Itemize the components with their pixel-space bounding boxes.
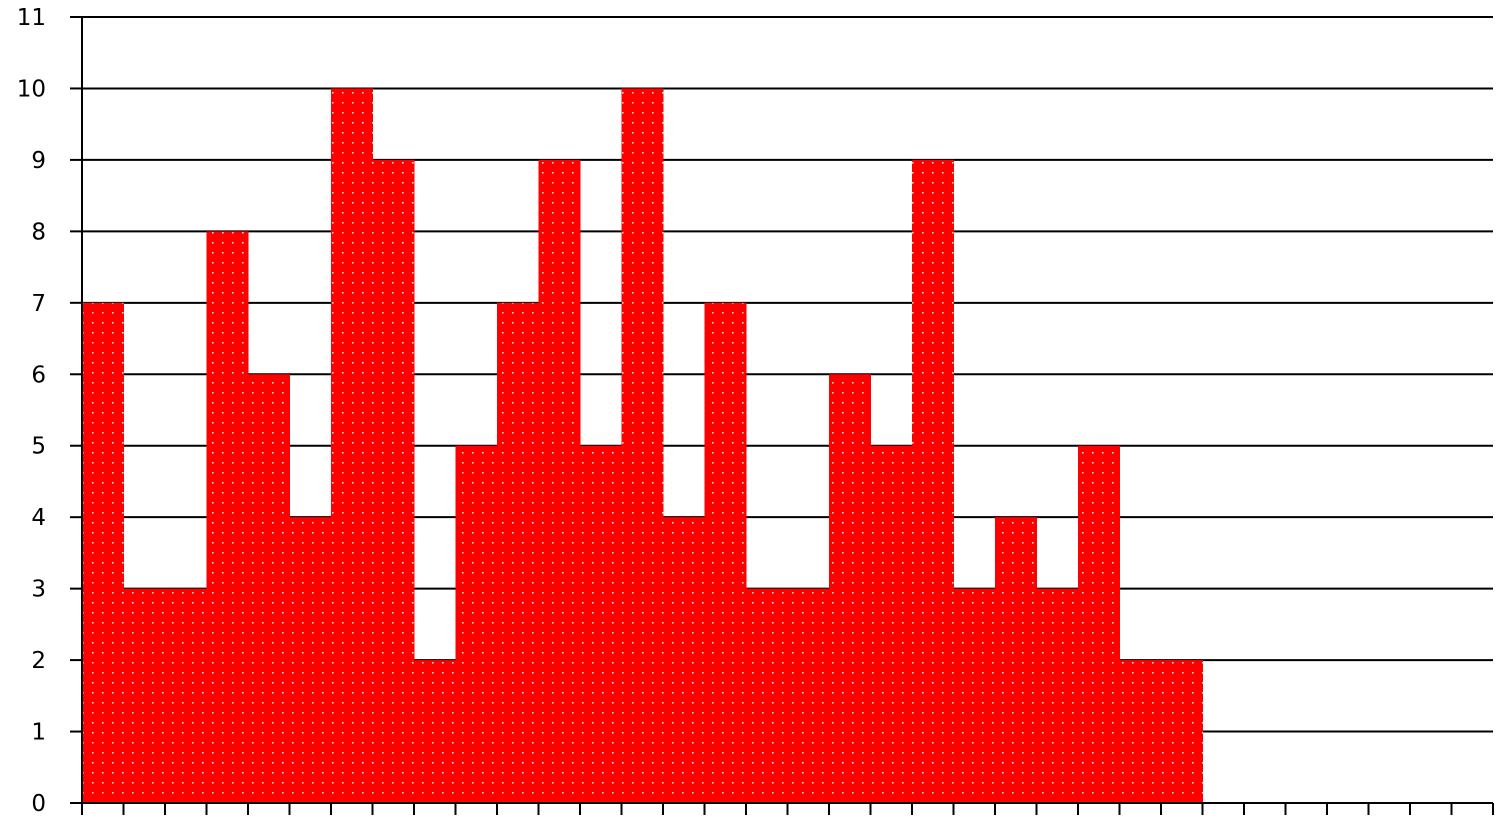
y-tick-label: 1	[31, 720, 46, 746]
bar	[1036, 588, 1079, 803]
y-tick-label: 5	[31, 434, 46, 460]
bar	[870, 445, 913, 803]
y-tick-labels: 0 1 2 3 4 5 6 7 8 9 10 11	[17, 5, 46, 817]
bar	[289, 517, 332, 803]
bar	[538, 159, 581, 804]
bar	[704, 302, 747, 803]
bar	[912, 159, 954, 804]
bar	[580, 445, 622, 803]
y-tick-label: 0	[31, 791, 46, 817]
y-tick-label: 10	[17, 76, 46, 102]
y-tick-label: 9	[31, 148, 46, 174]
y-tick-label: 7	[31, 291, 46, 317]
y-tick-label: 2	[31, 648, 46, 674]
y-tick-label: 3	[31, 577, 46, 603]
bar	[1161, 660, 1203, 803]
bar	[746, 588, 788, 803]
bar	[206, 231, 249, 803]
y-tick-label: 8	[31, 219, 46, 245]
bar	[953, 588, 996, 803]
bar	[248, 374, 290, 803]
bar	[123, 588, 166, 803]
bar	[497, 302, 539, 803]
bars	[82, 88, 1203, 804]
bar	[787, 588, 830, 803]
bar	[331, 88, 373, 804]
bar	[165, 588, 207, 803]
bar	[995, 517, 1037, 803]
y-tick-label: 4	[31, 505, 46, 531]
bar	[414, 660, 456, 803]
bar	[1119, 660, 1162, 803]
axes	[70, 16, 1494, 815]
bar	[829, 374, 871, 803]
bar	[455, 445, 498, 803]
bar	[621, 88, 664, 804]
bar	[663, 517, 705, 803]
bar	[82, 302, 124, 803]
y-tick-label: 6	[31, 362, 46, 388]
y-tick-label: 11	[17, 5, 46, 31]
bar	[1078, 445, 1120, 803]
bar	[372, 159, 415, 804]
